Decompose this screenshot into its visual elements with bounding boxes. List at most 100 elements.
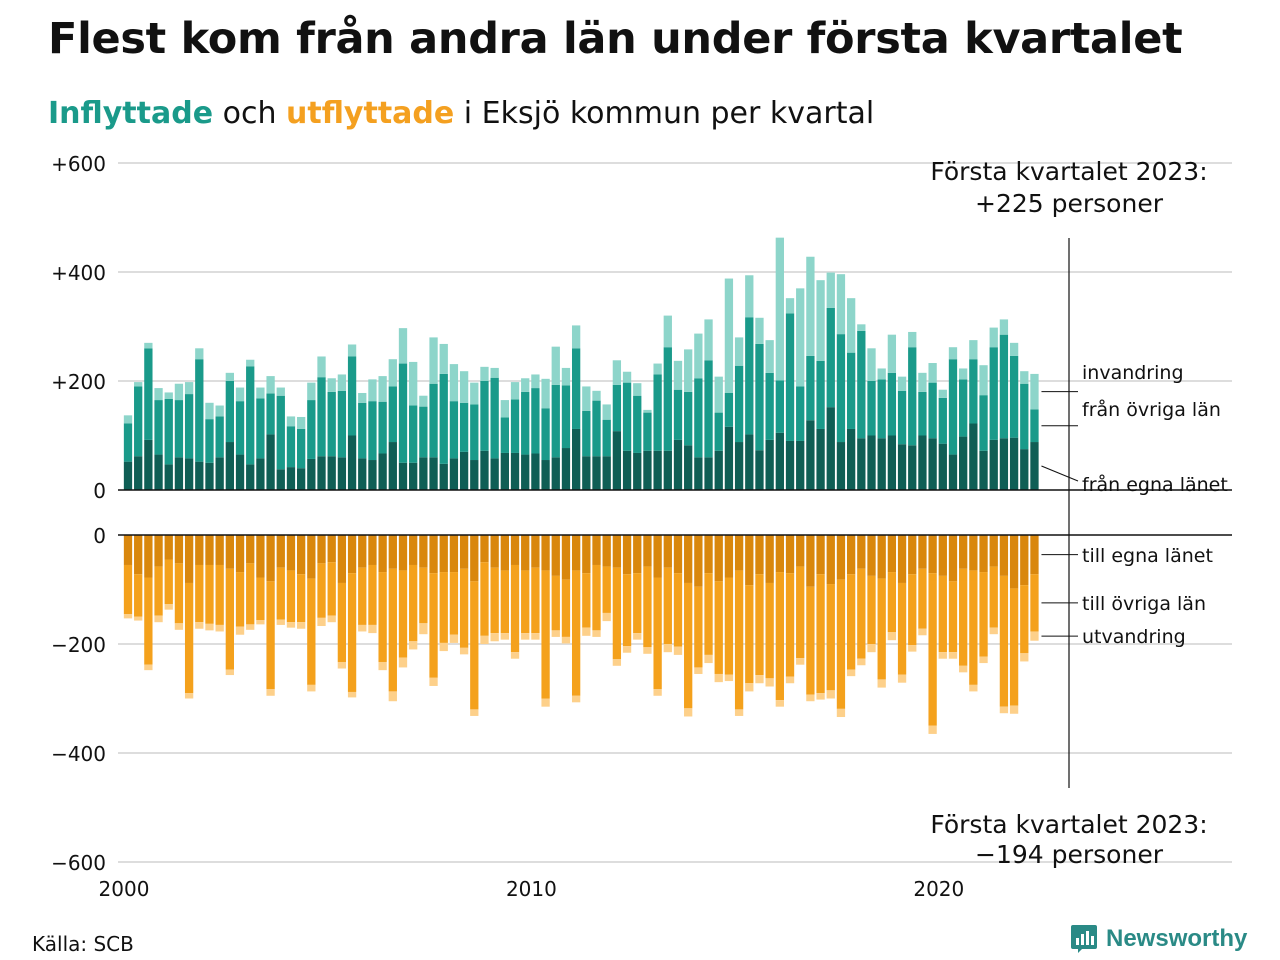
bar-out-own — [205, 535, 214, 565]
bar-in-other — [765, 372, 774, 440]
bar-in-immig — [969, 340, 978, 360]
bar-in-other — [123, 423, 133, 462]
bar-out-own — [755, 535, 764, 575]
bar-in-other — [225, 381, 234, 443]
bar-out-own — [144, 535, 153, 578]
bar-in-other — [276, 395, 285, 470]
bar-out-other — [409, 564, 418, 642]
bar-in-immig — [673, 360, 683, 390]
bar-out-other — [857, 568, 866, 659]
bar-out-own — [653, 535, 662, 578]
chart-title: Flest kom från andra län under första kv… — [48, 14, 1183, 64]
bar-in-own — [296, 468, 306, 490]
bar-out-own — [154, 535, 163, 567]
bar-out-emig — [358, 624, 367, 632]
bar-out-own — [439, 535, 448, 573]
bar-in-other — [480, 381, 489, 451]
bar-out-own — [908, 535, 917, 575]
bar-in-immig — [734, 337, 744, 366]
bar-out-own — [928, 535, 937, 574]
bar-out-other — [1030, 574, 1039, 632]
bar-in-other — [184, 394, 194, 459]
bar-in-own — [714, 450, 723, 490]
subtitle-och: och — [213, 96, 286, 131]
bar-out-other — [429, 573, 438, 678]
bar-in-other — [908, 347, 917, 446]
bar-in-own — [816, 428, 825, 490]
bar-in-own — [745, 434, 754, 490]
bar-out-own — [948, 535, 958, 582]
bar-in-immig — [989, 327, 998, 348]
bar-in-other — [449, 401, 459, 459]
bar-in-own — [368, 460, 377, 490]
bar-in-other — [296, 428, 306, 469]
bar-in-other — [531, 388, 540, 454]
bar-out-other — [806, 586, 815, 695]
bar-out-emig — [918, 628, 927, 636]
bar-out-other — [500, 570, 509, 634]
bar-in-other — [246, 366, 255, 465]
bar-in-other — [317, 377, 326, 457]
bar-out-own — [694, 535, 703, 587]
bar-in-own — [134, 456, 143, 490]
bar-out-other — [368, 564, 377, 625]
bar-in-other — [846, 352, 856, 429]
bar-out-other — [307, 578, 316, 685]
bar-in-other — [592, 400, 601, 457]
bar-out-own — [592, 535, 601, 565]
bar-in-own — [643, 450, 652, 490]
bar-out-emig — [246, 624, 255, 630]
bar-in-immig — [235, 387, 245, 402]
bar-in-other — [388, 386, 397, 443]
bar-out-other — [184, 582, 194, 694]
bar-out-other — [358, 567, 367, 625]
bar-in-immig — [388, 359, 397, 387]
bar-in-other — [439, 373, 448, 464]
bar-out-own — [164, 535, 173, 560]
bar-out-emig — [368, 624, 377, 634]
bar-in-immig — [358, 392, 367, 403]
bar-in-immig — [714, 376, 723, 413]
bar-in-own — [592, 456, 601, 490]
bar-in-other — [745, 317, 754, 435]
bar-out-emig — [235, 626, 245, 635]
bar-out-own — [1030, 535, 1039, 575]
bar-in-other — [215, 416, 224, 458]
series-label-top: invandring — [1082, 362, 1184, 384]
bar-out-emig — [887, 632, 897, 641]
bar-in-other — [459, 402, 469, 452]
bar-out-own — [296, 535, 306, 575]
bar-in-own — [398, 462, 408, 490]
bar-in-other — [836, 334, 846, 443]
bar-out-own — [765, 535, 774, 583]
bar-in-own — [897, 444, 907, 490]
bar-out-other — [531, 567, 540, 634]
bar-in-other — [673, 389, 683, 440]
bar-in-own — [246, 464, 255, 490]
bar-out-own — [490, 535, 499, 568]
bar-in-immig — [785, 298, 795, 314]
bar-out-other — [205, 564, 214, 624]
bar-in-immig — [225, 372, 234, 381]
bar-out-other — [510, 564, 520, 653]
bar-in-immig — [938, 389, 947, 398]
bar-in-other — [602, 419, 611, 457]
bar-in-own — [490, 458, 499, 490]
bar-out-own — [796, 535, 805, 567]
bar-out-own — [541, 535, 550, 571]
bar-out-emig — [959, 665, 968, 673]
bar-in-own — [154, 454, 163, 490]
bar-in-own — [195, 461, 204, 490]
bar-out-emig — [205, 623, 214, 631]
bar-in-own — [969, 423, 978, 490]
bar-in-immig — [164, 392, 173, 399]
bar-in-own — [999, 438, 1009, 490]
bar-out-other — [897, 582, 907, 675]
bar-in-own — [409, 462, 418, 490]
bar-in-other — [1009, 355, 1019, 438]
bar-in-own — [470, 460, 479, 490]
bar-out-other — [663, 567, 672, 644]
bar-out-own — [184, 535, 194, 583]
bar-in-immig — [459, 371, 469, 403]
subtitle-inflyttade: Inflyttade — [48, 96, 214, 131]
